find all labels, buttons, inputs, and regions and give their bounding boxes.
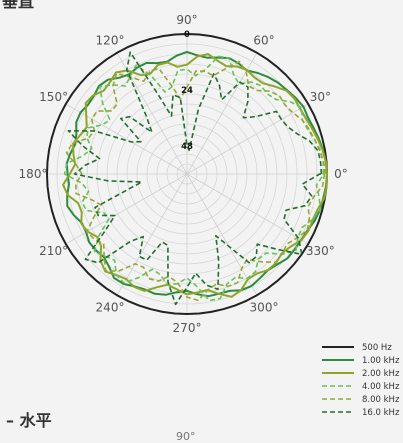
ring-label: 24 xyxy=(181,86,193,96)
angle-label: 30° xyxy=(310,90,331,104)
angle-label: 300° xyxy=(250,300,279,314)
series-line-16-0-khz xyxy=(67,51,323,306)
legend-entry-label: 4.00 kHz xyxy=(362,382,400,392)
angle-label: 240° xyxy=(96,300,125,314)
legend-entry-label: 8.00 kHz xyxy=(362,395,400,405)
angle-label: 90° xyxy=(176,13,197,27)
ring-label: 0 xyxy=(184,30,190,40)
grid-spoke xyxy=(116,52,188,175)
series-line-4-00-khz xyxy=(63,55,325,302)
angle-label: 0° xyxy=(334,167,348,181)
angle-label: 180° xyxy=(19,167,48,181)
series-layer xyxy=(46,33,328,315)
grid-spoke xyxy=(65,173,188,245)
grid-spoke xyxy=(116,173,188,296)
angle-label: 270° xyxy=(173,321,202,335)
angle-label: 150° xyxy=(39,90,68,104)
section-heading-horizontal: – 水平 xyxy=(6,411,52,430)
angle-label: 210° xyxy=(39,244,68,258)
legend-entry-label: 16.0 kHz xyxy=(362,408,400,418)
ring-labels: 0 24 48 xyxy=(181,30,193,152)
ring-label: 48 xyxy=(181,142,193,152)
angle-label: 330° xyxy=(306,244,335,258)
section-heading-vertical: 垂直 xyxy=(2,0,35,11)
grid-spoke xyxy=(186,173,309,245)
angle-labels: 0° 30° 60° 90° 120° 150° 180° 210° 240° 270° 300° 3… xyxy=(19,13,348,335)
legend: 500 Hz 1.00 kHz 2.00 kHz 4.00 kHz 8.00 kHz 16… xyxy=(322,343,400,418)
angle-label: 120° xyxy=(96,34,125,48)
series-line-500-hz xyxy=(46,33,328,315)
polar-grid xyxy=(46,33,328,315)
legend-entry-label: 2.00 kHz xyxy=(362,369,400,379)
grid-spoke xyxy=(186,52,258,175)
grid-spoke xyxy=(186,103,309,175)
legend-entry-label: 500 Hz xyxy=(362,343,392,353)
legend-entry-label: 1.00 kHz xyxy=(362,356,400,366)
grid-spoke xyxy=(186,173,258,296)
next-chart-angle-label: 90° xyxy=(176,430,196,443)
series-line-2-00-khz xyxy=(62,53,328,298)
angle-label: 60° xyxy=(253,34,274,48)
